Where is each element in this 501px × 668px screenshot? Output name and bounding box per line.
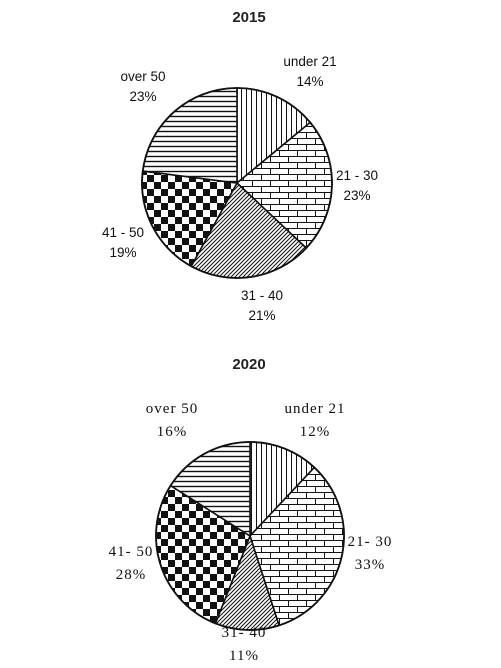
- slice-value-2015-31-40: 21%: [248, 308, 275, 323]
- slice-value-2015-under-21: 14%: [296, 74, 323, 89]
- slice-value-2020-under-21: 12%: [300, 424, 331, 440]
- slice-label-2020-41-50: 41- 50: [109, 544, 154, 560]
- pie-slices-2020: [155, 441, 345, 631]
- pie-outline-2020: [155, 441, 345, 631]
- slice-value-2020-over-50: 16%: [157, 424, 188, 440]
- slice-label-2015-41-50: 41 - 50: [102, 225, 144, 240]
- slice-label-2020-over-50: over 50: [146, 401, 198, 417]
- slice-value-2020-21-30: 33%: [355, 557, 386, 573]
- pie-slice-2015-over-50: [141, 87, 238, 184]
- slice-value-2015-21-30: 23%: [343, 188, 370, 203]
- slice-label-2020-under-21: under 21: [285, 401, 346, 417]
- slice-value-2020-31-40: 11%: [229, 648, 259, 664]
- slice-label-2015-31-40: 31 - 40: [241, 288, 283, 303]
- slice-label-2020-21-30: 21- 30: [348, 534, 393, 550]
- pie-slices-2015: [141, 87, 333, 279]
- pie-chart-2015: 2015 under 21 14% 21 - 30 23% 31 - 40 21…: [102, 9, 378, 323]
- pie-outline-2015: [141, 87, 333, 279]
- chart-title-2020: 2020: [232, 356, 265, 373]
- slice-label-2020-31-40: 31- 40: [222, 625, 267, 641]
- slice-value-2020-41-50: 28%: [116, 567, 147, 583]
- pie-chart-2020: 2020 under 21 12% 21- 30 33% 31- 40 11% …: [109, 356, 393, 664]
- slice-label-2015-under-21: under 21: [283, 54, 336, 69]
- chart-title-2015: 2015: [232, 9, 265, 26]
- slice-value-2015-over-50: 23%: [129, 89, 156, 104]
- slice-label-2015-21-30: 21 - 30: [336, 168, 378, 183]
- slice-label-2015-over-50: over 50: [120, 69, 165, 84]
- slice-value-2015-41-50: 19%: [109, 245, 136, 260]
